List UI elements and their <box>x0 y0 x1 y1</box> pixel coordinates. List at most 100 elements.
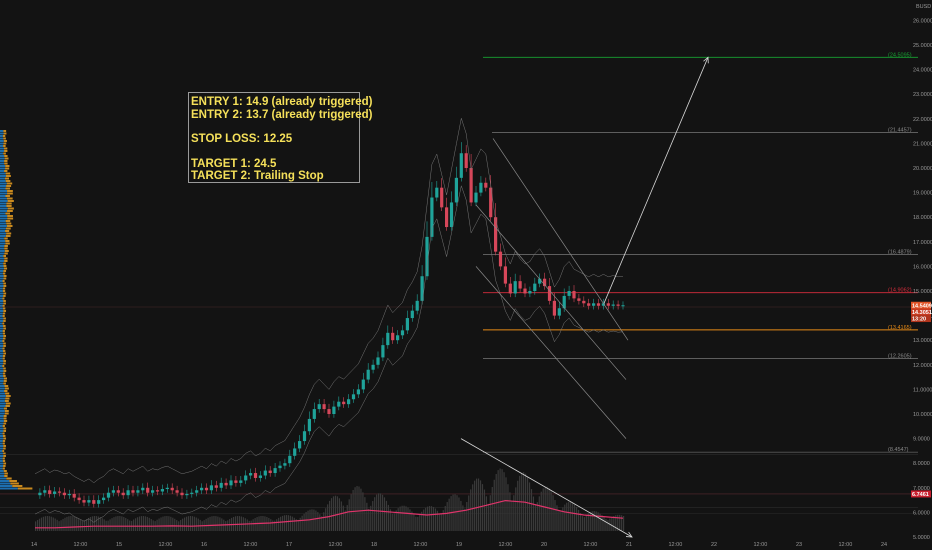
volume-bar <box>80 519 82 531</box>
volume-bar <box>103 519 105 531</box>
left-price-tag-text: 6.7461 <box>912 492 929 498</box>
profile-bar-orange <box>3 465 6 467</box>
volume-bar <box>303 513 305 531</box>
profile-bar-blue <box>0 345 4 347</box>
volume-bar <box>115 516 117 531</box>
volume-bar <box>579 512 582 531</box>
y-tick-label: 26.0000 <box>913 18 932 24</box>
profile-bar-blue <box>0 427 4 430</box>
profile-bar-blue <box>0 480 10 482</box>
profile-bar-orange <box>3 345 6 347</box>
candle-body <box>449 202 454 228</box>
candle-body <box>361 379 365 390</box>
profile-bar-blue <box>0 165 6 167</box>
candle-body <box>508 283 512 294</box>
price-axis[interactable]: 26.0000 25.0000 24.0000 23.0000 22.0000 21.00… <box>911 18 932 541</box>
profile-bar-blue <box>0 385 5 387</box>
profile-bar-blue <box>0 390 5 392</box>
volume-bar <box>35 521 37 531</box>
volume-bar <box>215 516 217 531</box>
profile-bar-orange <box>3 427 7 430</box>
volume-bar <box>64 517 66 531</box>
profile-bar-blue <box>0 357 3 360</box>
profile-bar-blue <box>0 380 4 382</box>
candle-body <box>503 266 507 284</box>
profile-bar-blue <box>0 470 4 472</box>
profile-bar-orange <box>2 432 5 435</box>
candle-body <box>410 310 414 319</box>
volume-bar <box>383 497 386 531</box>
volume-bar <box>42 516 45 531</box>
volume-bar <box>615 515 617 531</box>
volume-bar <box>509 492 511 531</box>
volume-bar <box>479 480 482 531</box>
candle-body <box>469 168 473 203</box>
volume-bar <box>127 519 129 531</box>
volume-bar <box>401 505 403 531</box>
candle-body <box>376 357 380 365</box>
target-1-text: TARGET 1: 24.5 <box>191 157 277 170</box>
volume-bar <box>511 501 513 531</box>
volume-bar <box>374 497 376 531</box>
volume-bar <box>403 505 405 531</box>
time-axis[interactable]: 14 12:00 15 12:00 16 12:00 17 12:00 18 12:00 19 12:… <box>31 542 887 548</box>
profile-bar-orange <box>2 297 5 300</box>
volume-bar <box>542 488 544 531</box>
volume-bar <box>66 516 68 531</box>
volume-bar <box>589 511 591 531</box>
volume-bar <box>97 516 99 531</box>
trade-plan-note[interactable]: ENTRY 1: 14.9 (already triggered) ENTRY … <box>188 92 373 183</box>
volume-bar <box>528 482 531 531</box>
x-tick-label: 15 <box>116 542 122 548</box>
profile-bar-orange <box>3 267 8 270</box>
volume-bar <box>99 517 101 531</box>
profile-bar-blue <box>0 440 3 442</box>
volume-bar <box>250 520 252 531</box>
volume-bar <box>560 510 562 531</box>
profile-bar-orange <box>6 197 13 200</box>
profile-bar-blue <box>0 477 7 480</box>
volume-bar <box>101 518 103 531</box>
profile-bar-orange <box>3 310 7 312</box>
y-tick-label: 23.0000 <box>913 92 932 98</box>
volume-bar <box>434 508 437 531</box>
profile-bar-blue <box>0 147 5 150</box>
candle-body <box>606 303 610 306</box>
x-tick-label: 21 <box>626 542 632 548</box>
volume-bar <box>572 502 574 531</box>
volume-bar <box>91 516 94 531</box>
y-tick-label: 5.0000 <box>913 535 930 541</box>
volume-bar <box>456 495 458 531</box>
volume-bar <box>442 510 444 531</box>
volume-bar <box>503 472 505 531</box>
profile-bar-blue <box>0 355 3 357</box>
profile-bar-orange <box>4 150 8 152</box>
profile-bar-blue <box>0 327 4 330</box>
profile-bar-blue <box>0 145 4 147</box>
profile-bar-orange <box>2 305 5 307</box>
volume-bar <box>146 516 148 531</box>
volume-bar <box>305 512 307 531</box>
profile-bar-blue <box>0 290 3 292</box>
candle-body <box>445 207 449 228</box>
profile-bar-blue <box>0 260 5 262</box>
volume-bar <box>84 520 86 531</box>
profile-bar-orange <box>5 405 10 407</box>
volume-bar <box>162 516 164 531</box>
candle-body <box>97 500 101 504</box>
profile-bar-orange <box>3 132 7 135</box>
profile-bar-blue <box>0 275 4 277</box>
profile-bar-orange <box>3 445 6 447</box>
volume-bar <box>497 470 499 531</box>
profile-bar-blue <box>0 410 5 412</box>
volume-bar <box>501 469 503 531</box>
profile-bar-orange <box>10 482 19 485</box>
volume-bar <box>423 509 425 531</box>
volume-bar <box>605 518 607 531</box>
arrow-line <box>603 57 709 304</box>
candle-body <box>92 500 96 504</box>
profile-bar-orange <box>2 467 5 470</box>
volume-bar <box>581 516 584 531</box>
volume-bar <box>140 516 143 531</box>
